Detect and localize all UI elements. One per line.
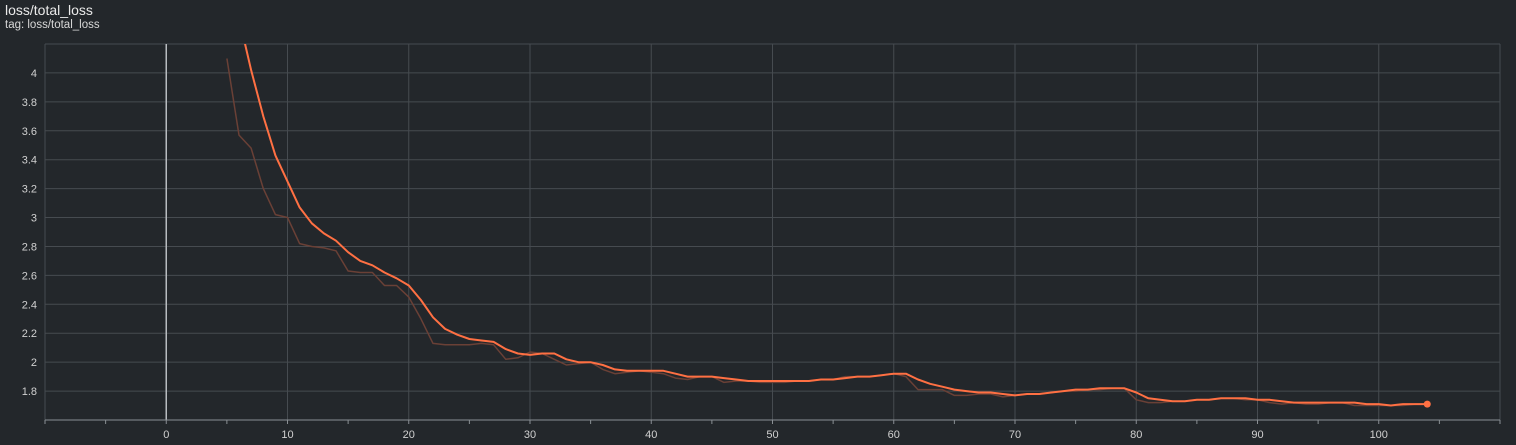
x-grid [44,44,1501,420]
x-tick-label: 0 [163,429,169,441]
x-tick-label: 20 [403,429,415,441]
x-tick-label: 30 [524,429,536,441]
x-tick-label: 100 [1370,429,1388,441]
x-tick-label: 80 [1130,429,1142,441]
y-tick-labels: 1.8 2 2.2 2.4 2.6 2.8 3 3.2 3.4 3.6 3.8 4 [22,68,37,398]
y-tick-label: 1.8 [22,386,37,398]
y-tick-label: 2.6 [22,270,37,282]
x-tick-label: 50 [766,429,778,441]
x-tick-label: 90 [1251,429,1263,441]
series-end-marker [1423,400,1431,408]
chart-tag: tag: loss/total_loss [5,19,100,31]
x-ticks [44,420,1501,424]
y-tick-label: 2 [31,357,37,369]
y-tick-label: 3.2 [22,184,37,196]
x-tick-label: 70 [1009,429,1021,441]
x-tick-label: 10 [281,429,293,441]
x-tick-label: 60 [888,429,900,441]
y-grid [45,43,1500,392]
y-tick-label: 2.2 [22,328,37,340]
smoothed-series-line [244,44,1428,407]
y-tick-label: 2.8 [22,241,37,253]
y-tick-label: 3 [31,213,37,225]
series-group [226,44,1428,407]
x-tick-labels: 0 10 20 30 40 50 60 70 80 90 100 [163,429,1388,441]
x-tick-label: 40 [645,429,657,441]
chart-title: loss/total_loss [5,2,93,18]
y-tick-label: 3.4 [22,155,37,167]
y-tick-label: 3.6 [22,126,37,138]
y-tick-label: 2.4 [22,299,37,311]
y-tick-label: 4 [31,68,37,80]
y-tick-label: 3.8 [22,97,37,109]
